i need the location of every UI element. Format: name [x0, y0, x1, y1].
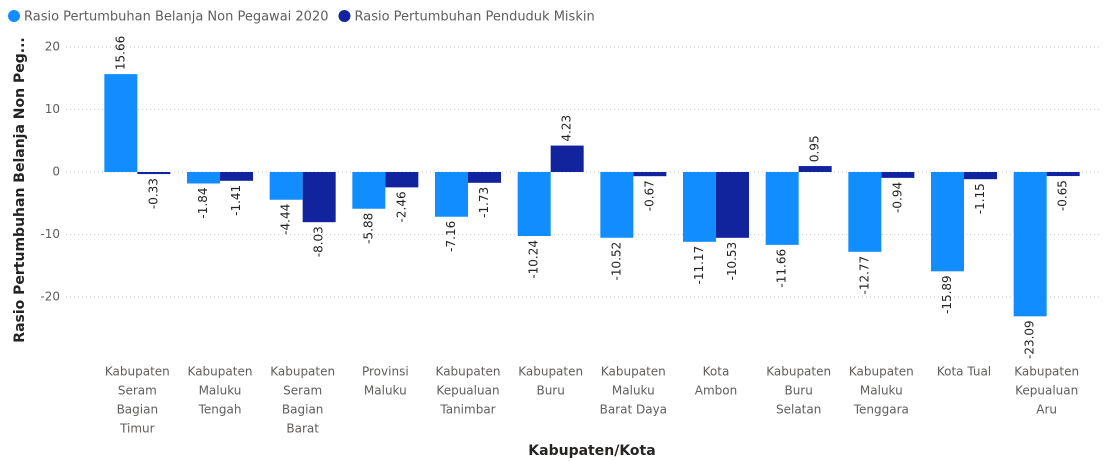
data-label: -15.89 — [940, 275, 954, 314]
data-label: -0.94 — [890, 182, 904, 213]
bar — [220, 172, 253, 181]
x-tick-label: Maluku — [364, 384, 407, 398]
bar — [683, 172, 716, 242]
bar — [600, 172, 634, 238]
x-tick-label: Seram — [283, 384, 322, 398]
legend-marker — [8, 10, 20, 22]
x-tick-label: Kepualuan — [1015, 384, 1078, 398]
bar — [881, 172, 915, 178]
data-label: -7.16 — [444, 221, 458, 252]
data-label: 4.23 — [560, 115, 574, 142]
x-tick-label: Kabupaten — [849, 365, 914, 379]
data-label: -0.65 — [1056, 180, 1070, 211]
x-tick-label: Tanimbar — [439, 403, 495, 417]
x-axis-title: Kabupaten/Kota — [528, 443, 655, 459]
bar — [798, 166, 832, 172]
x-tick-label: Seram — [118, 384, 157, 398]
x-tick-label: Kabupaten — [601, 365, 666, 379]
bar — [1046, 172, 1080, 177]
bar — [435, 172, 468, 217]
y-tick-label: 20 — [45, 40, 60, 54]
data-label: -1.15 — [973, 183, 987, 214]
x-tick-label: Kabupaten — [188, 365, 253, 379]
x-tick-label: Aru — [1036, 403, 1057, 417]
bar — [352, 172, 386, 209]
data-label: 15.66 — [113, 36, 127, 70]
x-tick-label: Maluku — [612, 384, 655, 398]
x-tick-label: Tenggara — [853, 403, 909, 417]
bar — [302, 172, 336, 223]
x-tick-label: Bagian — [117, 403, 159, 417]
bar — [468, 172, 501, 183]
bar — [385, 172, 419, 188]
x-tick-label: Kota — [703, 365, 730, 379]
y-tick-label: -10 — [40, 227, 60, 241]
data-label: -10.53 — [725, 242, 739, 281]
x-tick-label: Kabupaten — [270, 365, 335, 379]
bar — [1013, 172, 1047, 317]
data-label: -2.46 — [394, 191, 408, 222]
data-label: -1.84 — [196, 188, 210, 219]
legend-label: Rasio Pertumbuhan Belanja Non Pegawai 20… — [24, 10, 328, 25]
x-tick-label: Bagian — [282, 403, 324, 417]
x-tick-label: Timur — [119, 422, 155, 436]
data-label: -11.66 — [775, 249, 789, 288]
data-label: -5.88 — [361, 213, 375, 244]
bar — [137, 172, 171, 175]
x-tick-label: Selatan — [776, 403, 821, 417]
x-tick-label: Barat Daya — [600, 403, 667, 417]
data-label: -0.67 — [642, 180, 656, 211]
x-tick-label: Barat — [286, 422, 319, 436]
y-tick-label: 0 — [52, 165, 60, 179]
x-tick-label: Buru — [784, 384, 812, 398]
x-tick-label: Buru — [536, 384, 564, 398]
x-tick-label: Kabupaten — [105, 365, 170, 379]
data-label: -1.41 — [229, 185, 243, 216]
bar — [931, 172, 964, 272]
data-label: -4.44 — [279, 204, 293, 235]
data-label: -10.24 — [527, 240, 541, 279]
bar — [964, 172, 997, 180]
x-tick-label: Kepualuan — [436, 384, 499, 398]
data-label: -12.77 — [857, 256, 871, 295]
x-tick-label: Maluku — [860, 384, 903, 398]
x-tick-label: Kabupaten — [1014, 365, 1079, 379]
bar — [716, 172, 749, 238]
x-tick-label: Provinsi — [362, 365, 409, 379]
x-tick-label: Kabupaten — [766, 365, 831, 379]
x-tick-label: Kabupaten — [436, 365, 501, 379]
y-axis-title: Rasio Pertumbuhan Belanja Non Peg... — [12, 37, 28, 342]
x-tick-label: Kabupaten — [518, 365, 583, 379]
x-tick-label: Kota Tual — [937, 365, 991, 379]
data-label: -10.52 — [609, 242, 623, 281]
x-tick-label: Ambon — [695, 384, 737, 398]
legend-marker — [338, 10, 351, 22]
x-tick-label: Tengah — [198, 403, 242, 417]
bar — [517, 172, 551, 236]
bar — [550, 145, 584, 172]
data-label: -1.73 — [477, 187, 491, 218]
data-label: -8.03 — [312, 226, 326, 257]
bar — [848, 172, 882, 252]
y-tick-label: -20 — [40, 290, 60, 304]
bar — [187, 172, 220, 184]
y-tick-label: 10 — [45, 102, 60, 116]
data-label: 0.95 — [808, 135, 822, 162]
bar — [765, 172, 799, 245]
data-label: -11.17 — [692, 246, 706, 285]
bar — [633, 172, 667, 177]
bar — [104, 74, 138, 172]
bar — [269, 172, 303, 200]
legend-label: Rasio Pertumbuhan Penduduk Miskin — [354, 10, 594, 25]
data-label: -0.33 — [146, 178, 160, 209]
x-tick-label: Maluku — [199, 384, 242, 398]
data-label: -23.09 — [1023, 320, 1037, 359]
